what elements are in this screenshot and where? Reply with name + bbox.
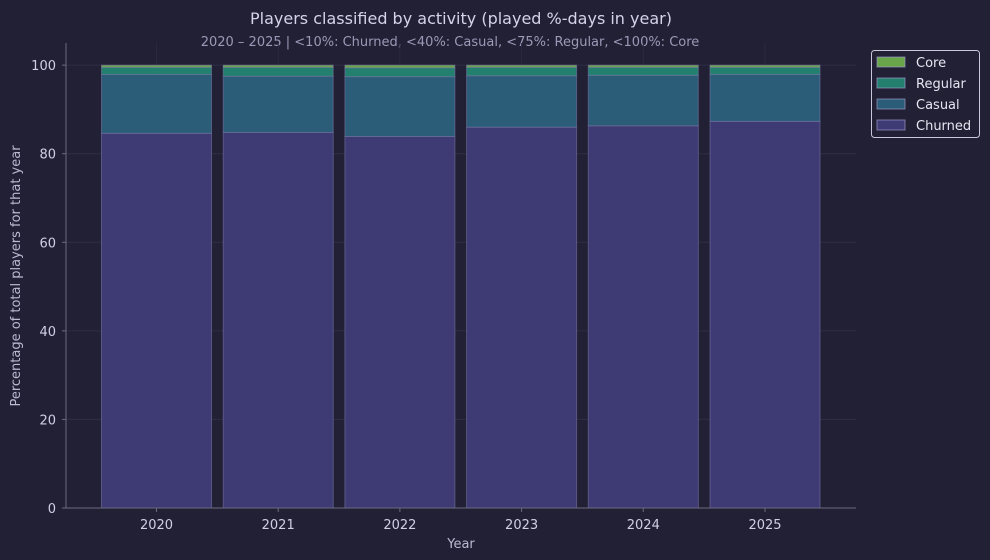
bar-churned-2022	[344, 135, 456, 509]
bar-churned-2020	[101, 132, 212, 509]
bar-regular-2023	[466, 66, 578, 77]
y-tick-label: 80	[39, 148, 56, 163]
bar-churned-2021	[222, 131, 334, 509]
legend-label-churned: Churned	[916, 119, 971, 134]
y-tick-label: 40	[39, 325, 56, 340]
x-tick-label: 2022	[383, 518, 416, 533]
bar-core-2024	[587, 64, 699, 68]
bar-casual-2025	[709, 73, 821, 122]
bar-churned-2024	[587, 125, 699, 509]
bar-regular-2025	[709, 66, 821, 75]
bar-regular-2020	[101, 66, 212, 75]
bar-core-2021	[222, 64, 334, 68]
bars-group	[101, 64, 821, 509]
legend-swatch-casual	[876, 98, 906, 110]
bar-core-2020	[101, 64, 212, 68]
legend-label-regular: Regular	[916, 77, 967, 92]
axes	[65, 43, 856, 509]
x-axis-label: Year	[446, 537, 475, 552]
legend-swatch-regular	[876, 77, 906, 89]
y-tick-label: 100	[31, 59, 56, 74]
legend: Core Regular Casual Churned	[871, 50, 980, 138]
x-tick-label: 2025	[748, 518, 781, 533]
legend-label-core: Core	[916, 56, 946, 71]
x-tick-label: 2023	[505, 518, 538, 533]
bar-churned-2025	[709, 120, 821, 509]
x-tick-label: 2024	[627, 518, 660, 533]
y-tick-label: 0	[48, 502, 56, 517]
y-axis-label: Percentage of total players for that yea…	[9, 145, 24, 407]
y-tick-labels: 0 20 40 60 80 100	[31, 59, 66, 517]
bar-regular-2021	[222, 66, 334, 77]
x-tick-label: 2021	[262, 518, 295, 533]
bar-core-2023	[466, 64, 578, 68]
bar-churned-2023	[466, 126, 578, 509]
bar-casual-2022	[344, 76, 456, 137]
legend-box	[871, 50, 980, 138]
legend-swatch-churned	[876, 119, 906, 131]
legend-swatch-core	[876, 56, 906, 68]
x-tick-labels: 2020 2021 2022 2023 2024 2025	[140, 508, 782, 533]
bar-casual-2020	[101, 73, 212, 134]
chart-subtitle: 2020 – 2025 | <10%: Churned, <40%: Casua…	[201, 35, 700, 50]
bar-core-2022	[344, 64, 456, 69]
bar-core-2025	[709, 64, 821, 68]
bar-regular-2022	[344, 67, 456, 78]
chart-title: Players classified by activity (played %…	[250, 9, 672, 28]
x-tick-label: 2020	[140, 518, 173, 533]
bar-casual-2024	[587, 74, 699, 127]
bar-regular-2024	[587, 66, 699, 76]
bar-casual-2021	[222, 75, 334, 133]
y-tick-label: 20	[39, 413, 56, 428]
y-tick-label: 60	[39, 236, 56, 251]
legend-label-casual: Casual	[916, 98, 960, 113]
bar-casual-2023	[466, 75, 578, 128]
